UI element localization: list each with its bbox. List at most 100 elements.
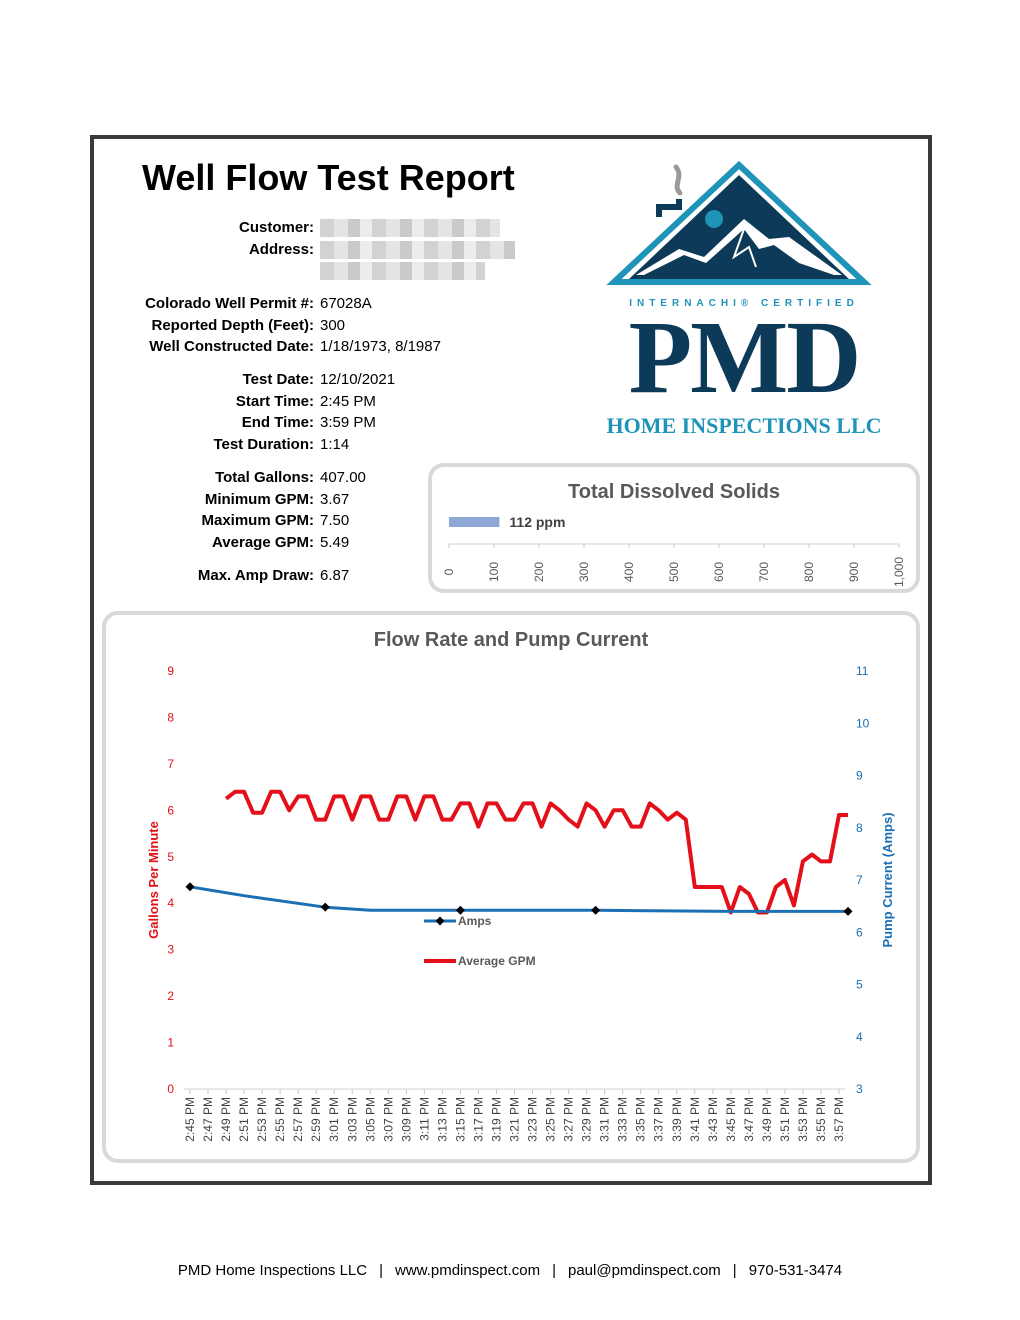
flow-x-tick-label: 2:59 PM xyxy=(309,1097,323,1142)
totals-info: Total Gallons: 407.00 Minimum GPM: 3.67 Ma… xyxy=(94,467,366,554)
flow-x-tick-label: 3:55 PM xyxy=(814,1097,828,1142)
constructed-value: 1/18/1973, 8/1987 xyxy=(320,338,441,356)
flow-x-tick-label: 3:25 PM xyxy=(544,1097,558,1142)
tds-tick-label: 1,000 xyxy=(892,557,906,587)
flow-left-tick-label: 1 xyxy=(167,1036,174,1050)
tds-data-label: 112 ppm xyxy=(509,514,565,530)
max-gpm-value: 7.50 xyxy=(320,512,350,530)
flow-x-tick-label: 2:57 PM xyxy=(291,1097,305,1142)
flow-left-tick-label: 7 xyxy=(167,757,174,771)
flow-x-tick-label: 3:53 PM xyxy=(796,1097,810,1142)
tds-chart-panel: Total Dissolved Solids 0 100 200 300 400 500 6… xyxy=(428,463,920,593)
amps-data-point xyxy=(185,882,195,892)
customer-label: Customer: xyxy=(238,219,314,236)
amp-label: Max. Amp Draw: xyxy=(197,567,314,584)
flow-x-tick-label: 3:23 PM xyxy=(526,1097,540,1142)
mountain-house-logo-icon xyxy=(606,160,872,285)
flow-x-tick-label: 3:09 PM xyxy=(399,1097,413,1142)
flow-left-tick-label: 8 xyxy=(167,710,174,724)
certified-text: INTERNACHI® CERTIFIED xyxy=(629,298,859,309)
redacted-address-2 xyxy=(320,262,485,281)
flow-x-tick-label: 3:49 PM xyxy=(760,1097,774,1142)
flow-right-axis-title: Pump Current (Amps) xyxy=(880,812,895,947)
company-logo: INTERNACHI® CERTIFIED PMD HOME INSPECTIO… xyxy=(584,157,904,447)
tds-tick-label: 900 xyxy=(847,562,861,582)
flow-x-tick-label: 3:07 PM xyxy=(381,1097,395,1142)
total-gallons-label: Total Gallons: xyxy=(215,469,314,486)
total-gallons-value: 407.00 xyxy=(320,469,366,486)
test-info: Test Date: 12/10/2021 Start Time: 2:45 PM … xyxy=(94,369,395,456)
flow-x-tick-label: 3:29 PM xyxy=(580,1097,594,1142)
flow-x-tick-label: 3:31 PM xyxy=(598,1097,612,1142)
flow-x-tick-label: 2:55 PM xyxy=(273,1097,287,1142)
amps-data-point xyxy=(843,906,853,916)
amps-data-point xyxy=(591,905,601,915)
brand-text: PMD xyxy=(628,300,862,415)
flow-chart-panel: Flow Rate and Pump Current 2:45 PM 2:47 P… xyxy=(102,611,920,1163)
flow-x-tick-label: 3:45 PM xyxy=(724,1097,738,1142)
footer-website[interactable]: www.pmdinspect.com xyxy=(395,1262,541,1279)
flow-right-tick-label: 7 xyxy=(856,873,863,887)
flow-right-tick-label: 8 xyxy=(856,821,863,835)
redacted-address-1 xyxy=(320,240,515,259)
flow-x-tick-label: 3:19 PM xyxy=(489,1097,503,1142)
footer-company: PMD Home Inspections LLC xyxy=(177,1262,368,1279)
test-date-label: Test Date: xyxy=(242,371,314,388)
flow-left-tick-label: 6 xyxy=(167,803,174,817)
flow-right-tick-label: 3 xyxy=(856,1082,863,1096)
flow-x-tick-label: 3:51 PM xyxy=(778,1097,792,1142)
flow-x-tick-label: 3:27 PM xyxy=(562,1097,576,1142)
footer-separator: | xyxy=(552,1262,556,1279)
avg-gpm-label: Average GPM: xyxy=(212,534,314,552)
tds-tick-label: 0 xyxy=(442,568,456,575)
flow-right-tick-label: 10 xyxy=(856,716,870,730)
flow-x-tick-label: 3:41 PM xyxy=(688,1097,702,1142)
report-frame: Well Flow Test Report Customer: Address:… xyxy=(90,135,932,1185)
amps-data-point xyxy=(320,902,330,912)
tds-chart-title: Total Dissolved Solids xyxy=(568,481,780,503)
max-gpm-label: Maximum GPM: xyxy=(201,512,314,530)
tds-tick-label: 700 xyxy=(757,562,771,582)
flow-right-tick-label: 5 xyxy=(856,978,863,992)
avg-gpm-value: 5.49 xyxy=(320,534,350,552)
footer-phone: 970-531-3474 xyxy=(748,1262,843,1279)
legend-amps-marker xyxy=(435,916,445,926)
tds-tick-label: 500 xyxy=(667,562,681,582)
address-label: Address: xyxy=(248,240,314,258)
flow-left-tick-label: 0 xyxy=(167,1082,174,1096)
depth-value: 300 xyxy=(320,316,346,334)
test-date-value: 12/10/2021 xyxy=(320,371,396,388)
flow-x-tick-label: 3:39 PM xyxy=(670,1097,684,1142)
flow-x-tick-label: 3:15 PM xyxy=(453,1097,467,1142)
flow-x-tick-label: 3:33 PM xyxy=(616,1097,630,1142)
start-time-value: 2:45 PM xyxy=(320,392,376,410)
flow-chart-svg: 2:45 PM 2:47 PM 2:49 PM 2:51 PM 2:53 PM 2:55 … xyxy=(146,664,895,1142)
min-gpm-value: 3.67 xyxy=(320,490,350,508)
end-time-label: End Time: xyxy=(241,414,314,432)
customer-info: Customer: Address: xyxy=(94,217,515,282)
tds-tick-label: 600 xyxy=(712,562,726,582)
tds-chart-svg: 0 100 200 300 400 500 600 700 800 900 1,000 112 ppm xyxy=(442,514,906,587)
footer-separator: | xyxy=(379,1262,384,1279)
footer-email[interactable]: paul@pmdinspect.com xyxy=(567,1262,721,1279)
tds-tick-label: 800 xyxy=(802,562,816,582)
flow-x-tick-label: 2:49 PM xyxy=(219,1097,233,1142)
gpm-series-line xyxy=(224,789,848,915)
depth-label: Reported Depth (Feet): xyxy=(151,316,315,334)
tds-tick-label: 100 xyxy=(487,562,501,582)
flow-x-tick-label: 3:43 PM xyxy=(706,1097,720,1142)
amp-info: Max. Amp Draw: 6.87 xyxy=(94,565,349,587)
flow-x-tick-label: 3:37 PM xyxy=(652,1097,666,1142)
flow-right-tick-label: 6 xyxy=(856,925,863,939)
amp-value: 6.87 xyxy=(320,567,350,584)
footer-separator: | xyxy=(732,1262,737,1279)
flow-left-tick-label: 5 xyxy=(167,850,174,864)
permit-info: Colorado Well Permit #: 67028A Reported D… xyxy=(94,293,441,358)
duration-label: Test Duration: xyxy=(213,436,314,454)
flow-x-tick-label: 2:45 PM xyxy=(183,1097,197,1142)
amps-data-point xyxy=(455,905,465,915)
flow-x-tick-label: 3:13 PM xyxy=(435,1097,449,1142)
flow-x-tick-label: 3:01 PM xyxy=(327,1097,341,1142)
amps-series-line xyxy=(189,885,848,913)
duration-value: 1:14 xyxy=(320,436,350,454)
